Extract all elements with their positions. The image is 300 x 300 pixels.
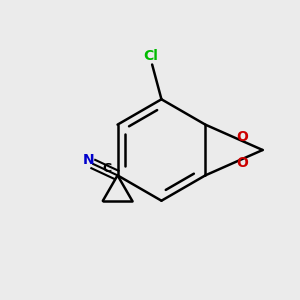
Text: O: O (236, 130, 248, 144)
Text: N: N (83, 153, 95, 167)
Text: Cl: Cl (143, 49, 158, 63)
Text: O: O (236, 156, 248, 170)
Text: C: C (102, 162, 111, 175)
